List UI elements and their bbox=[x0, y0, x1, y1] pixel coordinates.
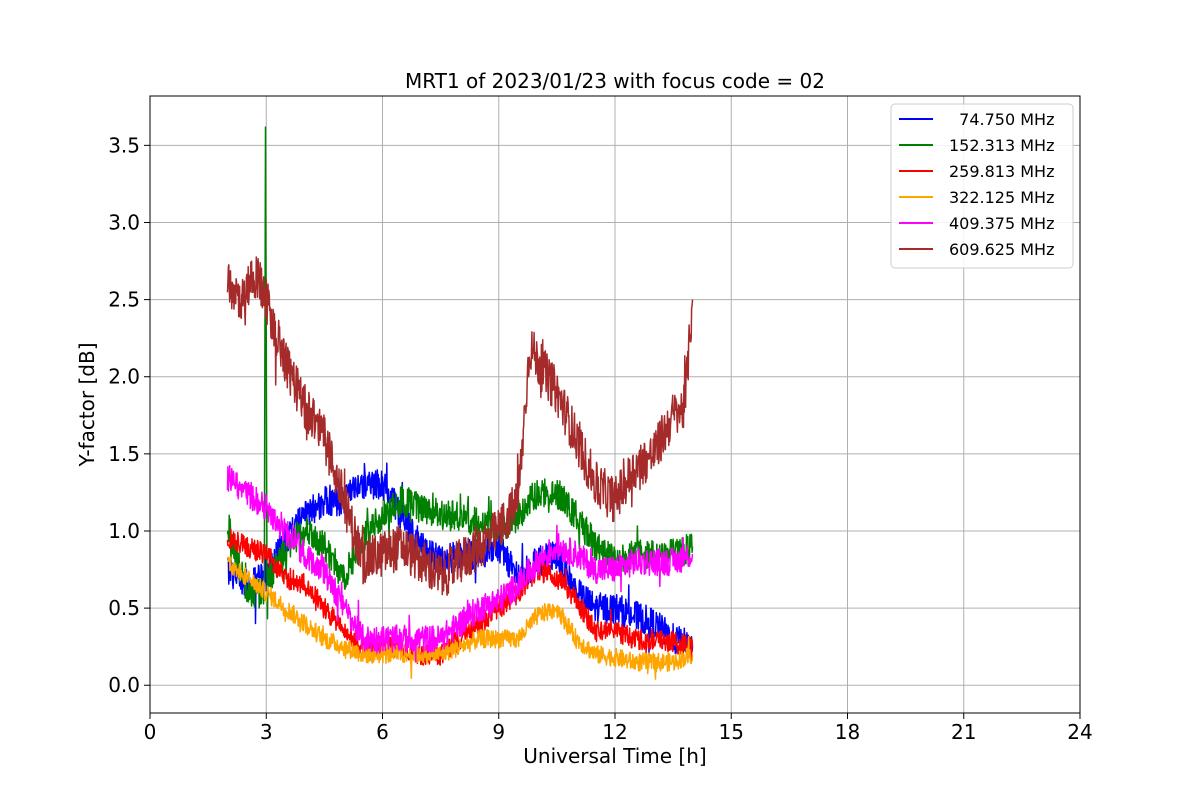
legend-entry: 322.125 MHz bbox=[949, 188, 1054, 207]
y-tick-label: 3.5 bbox=[108, 133, 140, 157]
legend-entry: 409.375 MHz bbox=[949, 214, 1054, 233]
x-tick-label: 21 bbox=[951, 720, 976, 744]
y-tick-label: 0.5 bbox=[108, 596, 140, 620]
legend-entry: 609.625 MHz bbox=[949, 240, 1054, 259]
chart-title: MRT1 of 2023/01/23 with focus code = 02 bbox=[405, 69, 825, 93]
y-tick-label: 0.0 bbox=[108, 673, 140, 697]
y-tick-label: 2.5 bbox=[108, 288, 140, 312]
x-tick-label: 12 bbox=[602, 720, 627, 744]
x-tick-label: 15 bbox=[719, 720, 744, 744]
series-line-4 bbox=[226, 464, 694, 663]
legend-entry: 259.813 MHz bbox=[949, 162, 1054, 181]
legend: 74.750 MHz 152.313 MHz 259.813 MHz 322.125 … bbox=[890, 103, 1074, 269]
tick-group: 0 3 6 9 12 15 18 21 24 0.0 0.5 1.0 1.5 2.0 2.5 3.0 3.5 bbox=[108, 133, 1093, 744]
y-tick-label: 1.0 bbox=[108, 519, 140, 543]
x-tick-label: 24 bbox=[1067, 720, 1092, 744]
legend-box bbox=[890, 103, 1074, 269]
y-axis-label: Y-factor [dB] bbox=[75, 342, 99, 467]
x-tick-label: 18 bbox=[835, 720, 860, 744]
y-tick-label: 1.5 bbox=[108, 442, 140, 466]
x-tick-label: 6 bbox=[376, 720, 389, 744]
series-line-3 bbox=[227, 556, 694, 680]
x-tick-label: 3 bbox=[260, 720, 273, 744]
series-group bbox=[226, 126, 694, 680]
series-line-1 bbox=[226, 126, 694, 620]
x-tick-label: 0 bbox=[144, 720, 157, 744]
y-tick-label: 2.0 bbox=[108, 365, 140, 389]
legend-entry: 152.313 MHz bbox=[949, 136, 1054, 155]
x-axis-label: Universal Time [h] bbox=[523, 744, 706, 768]
legend-entry: 74.750 MHz bbox=[949, 110, 1054, 129]
series-line-5 bbox=[226, 256, 694, 596]
x-tick-label: 9 bbox=[492, 720, 505, 744]
y-tick-label: 3.0 bbox=[108, 210, 140, 234]
